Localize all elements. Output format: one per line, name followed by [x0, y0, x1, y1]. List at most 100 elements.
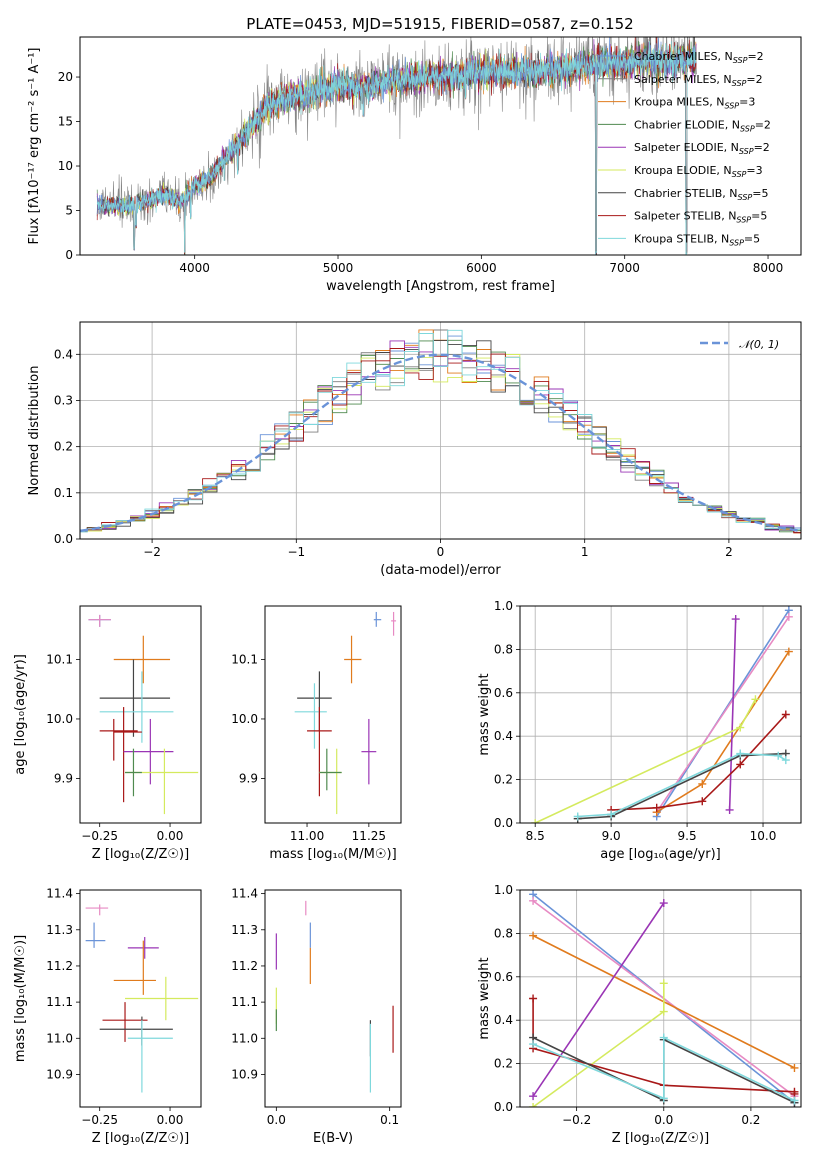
y-tick-label: 0.2	[494, 1057, 513, 1071]
plus-marker	[659, 1007, 668, 1016]
x-tick-label: 0	[437, 545, 445, 559]
errorbar-point-1	[373, 611, 382, 627]
x-tick-label: 8000	[753, 261, 784, 275]
y-tick-label: 0.0	[494, 816, 513, 830]
errorbar-point-10	[125, 748, 142, 797]
panel-5: 8.5 9.0 9.5 10.0 0.0 0.2 0.4 0.6 0.8 1.0 age [log₁…	[477, 599, 802, 862]
y-tick-label: 11.0	[46, 1031, 73, 1045]
chart-title: PLATE=0453, MJD=51915, FIBERID=0587, z=0…	[246, 15, 633, 33]
histogram-series-ks	[80, 329, 801, 533]
axes-frame	[264, 889, 402, 1108]
weight-series-ks	[532, 1036, 795, 1102]
errorbar-point-1	[85, 904, 109, 916]
errorbar-point-5	[99, 671, 174, 743]
y-tick-label: 0.4	[494, 729, 513, 743]
x-tick-label: 0.2	[741, 1113, 760, 1127]
errorbar-point-5	[125, 976, 199, 1021]
y-tick-label: 0.3	[54, 393, 73, 407]
x-axis-label: wavelength [Angstrom, rest frame]	[326, 279, 555, 294]
x-axis-label: age [log₁₀(age/yr)]	[600, 847, 721, 862]
plot-area	[96, 37, 697, 255]
x-tick-label: 1	[581, 545, 589, 559]
x-tick-label: 0.00	[157, 1113, 184, 1127]
plus-marker	[652, 803, 661, 812]
x-tick-label: 9.5	[678, 829, 697, 843]
panel-6: −0.25 0.00 10.9 11.0 11.1 11.2 11.3 11.4 Z [log₁…	[13, 887, 202, 1146]
plus-marker	[529, 896, 538, 905]
plot-area	[85, 904, 199, 1093]
plus-marker	[607, 810, 616, 819]
legend-entry-1: Chabrier MILES, NSSP=2	[634, 50, 764, 65]
y-tick-label: 0.2	[54, 440, 73, 454]
x-axis-label: (data-model)/error	[380, 563, 501, 578]
errorbar-point-7	[113, 707, 142, 803]
y-tick-label: 5	[65, 204, 73, 218]
y-tick-label: 11.4	[46, 887, 73, 901]
errorbar-point-9	[125, 748, 199, 815]
plus-marker	[731, 615, 740, 624]
weight-series-se	[532, 902, 665, 1097]
y-tick-label: 10	[58, 159, 73, 173]
y-tick-label: 10.9	[46, 1067, 73, 1081]
panel-4: 11.00 11.25 9.9 10.0 10.1 mass [log₁₀(M/M☉)]	[231, 605, 402, 862]
x-tick-label: 0.00	[157, 829, 184, 843]
plot-area	[275, 900, 394, 1093]
legend-entry-7: Chabrier STELIB, NSSP=5	[634, 187, 768, 202]
errorbar-point-8	[123, 718, 174, 785]
plus-marker	[573, 812, 582, 821]
x-tick-label: 10.0	[750, 829, 777, 843]
axes-frame	[79, 36, 802, 256]
plus-marker	[529, 1103, 538, 1107]
panel-2: −2 −1 0 1 2 0.0 0.1 0.2 0.3 0.4 (data-model)/error…	[27, 321, 802, 578]
axes-frame	[519, 889, 802, 1108]
errorbar-point-6	[307, 707, 332, 797]
plus-marker	[790, 1096, 799, 1105]
errorbar-point-8	[319, 748, 342, 815]
plus-marker	[781, 756, 790, 765]
x-axis-label: mass [log₁₀(M/M☉)]	[269, 847, 396, 862]
y-tick-label: 10.0	[46, 712, 73, 726]
y-tick-label: 20	[58, 70, 73, 84]
plus-marker	[751, 695, 760, 704]
plus-marker	[659, 1094, 668, 1103]
axes-frame	[519, 605, 802, 824]
plus-marker	[659, 979, 668, 988]
y-tick-label: 11.2	[46, 959, 73, 973]
weight-series-ss	[611, 713, 787, 811]
plot-area	[88, 614, 199, 815]
plus-marker	[659, 1033, 668, 1042]
y-tick-label: 11.1	[46, 995, 73, 1009]
x-tick-label: 11.25	[352, 829, 386, 843]
errorbar-point-2	[391, 611, 397, 636]
plot-area	[529, 890, 799, 1107]
x-tick-label: 0.0	[654, 1113, 673, 1127]
x-tick-label: −0.25	[81, 1113, 118, 1127]
panel-1: 4000 5000 6000 7000 8000 0 5 10 15 20 wavelength […	[27, 36, 802, 294]
plus-marker	[531, 819, 540, 823]
y-tick-label: 11.0	[231, 1031, 258, 1045]
panel-3: −0.25 0.00 9.9 10.0 10.1 Z [log₁₀(Z/Z☉)] age […	[13, 605, 202, 862]
errorbar-point-3	[113, 635, 171, 684]
plus-marker	[698, 779, 707, 788]
y-tick-label: 10.1	[231, 653, 258, 667]
plus-marker	[529, 931, 538, 940]
legend-entry-gaussian: 𝒩(0, 1)	[739, 338, 779, 351]
weight-series-se	[728, 618, 737, 811]
plus-marker	[774, 751, 783, 760]
y-tick-label: 0.0	[54, 532, 73, 546]
plus-marker	[725, 805, 734, 814]
weight-series-ke	[532, 983, 665, 1107]
x-tick-label: 6000	[466, 261, 497, 275]
y-tick-label: 11.3	[231, 923, 258, 937]
plus-marker	[659, 899, 668, 908]
legend-entry-2: Salpeter MILES, NSSP=2	[634, 73, 763, 88]
x-tick-label: 9.0	[602, 829, 621, 843]
x-tick-label: 4000	[179, 261, 210, 275]
x-tick-label: −1	[287, 545, 305, 559]
weight-series-pink	[656, 616, 790, 813]
x-tick-label: 11.00	[290, 829, 324, 843]
y-axis-label: mass weight	[477, 673, 492, 755]
axes-frame	[79, 889, 202, 1108]
histogram-series-cs	[80, 340, 801, 533]
